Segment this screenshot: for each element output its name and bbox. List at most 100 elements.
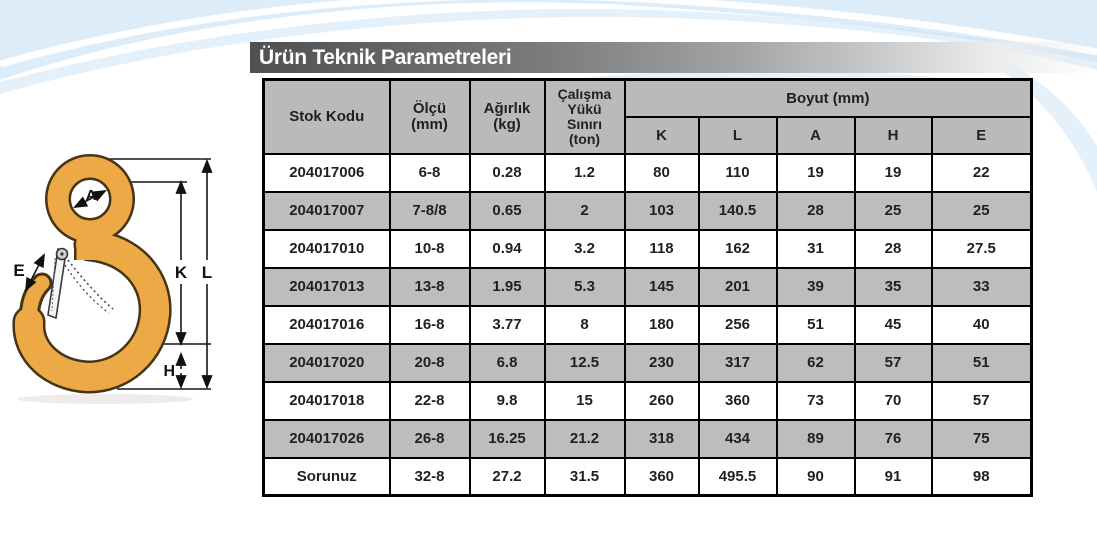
table-row: 204017018 22-8 9.8 15 260 360 73 70 57 (262, 380, 1033, 421)
header-olcu: Ölçü (mm) (388, 78, 471, 155)
table-row: 204017007 7-8/8 0.65 2 103 140.5 28 25 25 (262, 190, 1033, 231)
cell-a: 90 (775, 456, 856, 497)
header-dim-k: K (623, 115, 700, 155)
cell-k: 145 (623, 266, 700, 307)
cell-stok: 204017016 (262, 304, 391, 345)
table-row: 204017013 13-8 1.95 5.3 145 201 39 35 33 (262, 266, 1033, 307)
header-calisma-yuku-siniri: Çalışma Yükü Sınırı (ton) (543, 78, 626, 155)
cell-k: 360 (623, 456, 700, 497)
header-dim-h: H (853, 115, 933, 155)
cell-l: 110 (697, 152, 778, 193)
cell-stok: 204017020 (262, 342, 391, 383)
cell-a: 19 (775, 152, 856, 193)
cell-agirlik: 27.2 (468, 456, 546, 497)
cell-h: 57 (853, 342, 933, 383)
dim-l: L (201, 158, 213, 390)
cell-l: 256 (697, 304, 778, 345)
cell-a: 73 (775, 380, 856, 421)
cell-agirlik: 9.8 (468, 380, 546, 421)
hook-diagram: A E K L H (12, 154, 213, 404)
cell-k: 80 (623, 152, 700, 193)
dim-e: E (13, 253, 45, 292)
cell-cys: 5.3 (543, 266, 626, 307)
dim-label-e: E (13, 261, 24, 280)
dim-label-l: L (202, 263, 212, 282)
cell-e: 98 (930, 456, 1033, 497)
cell-k: 318 (623, 418, 700, 459)
cell-stok: 204017026 (262, 418, 391, 459)
cell-cys: 3.2 (543, 228, 626, 269)
cell-a: 31 (775, 228, 856, 269)
cell-e: 22 (930, 152, 1033, 193)
table-row: Sorunuz 32-8 27.2 31.5 360 495.5 90 91 98 (262, 456, 1033, 497)
cell-a: 62 (775, 342, 856, 383)
cell-olcu: 22-8 (388, 380, 471, 421)
cell-stok: Sorunuz (262, 456, 391, 497)
cell-agirlik: 1.95 (468, 266, 546, 307)
cell-l: 495.5 (697, 456, 778, 497)
dim-h: H (163, 351, 187, 390)
cell-k: 230 (623, 342, 700, 383)
cell-h: 25 (853, 190, 933, 231)
hook-body (12, 154, 172, 394)
cell-e: 57 (930, 380, 1033, 421)
cell-cys: 1.2 (543, 152, 626, 193)
cell-l: 434 (697, 418, 778, 459)
hook-shadow (17, 394, 193, 404)
table-row: 204017026 26-8 16.25 21.2 318 434 89 76 75 (262, 418, 1033, 459)
header-agirlik: Ağırlık (kg) (468, 78, 546, 155)
cell-e: 27.5 (930, 228, 1033, 269)
cell-agirlik: 0.28 (468, 152, 546, 193)
cell-h: 91 (853, 456, 933, 497)
cell-cys: 8 (543, 304, 626, 345)
cell-e: 25 (930, 190, 1033, 231)
table-row: 204017020 20-8 6.8 12.5 230 317 62 57 51 (262, 342, 1033, 383)
table-row: 204017010 10-8 0.94 3.2 118 162 31 28 27.5 (262, 228, 1033, 269)
cell-olcu: 16-8 (388, 304, 471, 345)
cell-cys: 15 (543, 380, 626, 421)
dim-label-a: A (86, 187, 97, 204)
cell-l: 140.5 (697, 190, 778, 231)
cell-stok: 204017006 (262, 152, 391, 193)
cell-l: 317 (697, 342, 778, 383)
cell-olcu: 32-8 (388, 456, 471, 497)
cell-agirlik: 0.94 (468, 228, 546, 269)
cell-stok: 204017010 (262, 228, 391, 269)
header-dim-l: L (697, 115, 778, 155)
cell-stok: 204017018 (262, 380, 391, 421)
cell-h: 70 (853, 380, 933, 421)
cell-h: 35 (853, 266, 933, 307)
cell-olcu: 20-8 (388, 342, 471, 383)
dim-label-h: H (163, 363, 175, 380)
cell-e: 75 (930, 418, 1033, 459)
cell-olcu: 7-8/8 (388, 190, 471, 231)
cell-olcu: 6-8 (388, 152, 471, 193)
cell-cys: 2 (543, 190, 626, 231)
cell-e: 33 (930, 266, 1033, 307)
cell-h: 28 (853, 228, 933, 269)
product-parameters-table: Stok Kodu Ölçü (mm) Ağırlık (kg) Çalışma… (262, 78, 1034, 497)
cell-l: 360 (697, 380, 778, 421)
cell-cys: 31.5 (543, 456, 626, 497)
cell-h: 45 (853, 304, 933, 345)
header-dim-a: A (775, 115, 856, 155)
table-row: 204017006 6-8 0.28 1.2 80 110 19 19 22 (262, 152, 1033, 193)
cell-a: 89 (775, 418, 856, 459)
cell-cys: 21.2 (543, 418, 626, 459)
header-boyut: Boyut (mm) (623, 78, 1033, 118)
header-dim-e: E (930, 115, 1033, 155)
cell-agirlik: 0.65 (468, 190, 546, 231)
cell-olcu: 10-8 (388, 228, 471, 269)
cell-olcu: 13-8 (388, 266, 471, 307)
cell-a: 28 (775, 190, 856, 231)
cell-k: 180 (623, 304, 700, 345)
page-title: Ürün Teknik Parametreleri (259, 45, 512, 69)
cell-h: 19 (853, 152, 933, 193)
hook-latch (47, 247, 114, 320)
cell-olcu: 26-8 (388, 418, 471, 459)
header-stok-kodu: Stok Kodu (262, 78, 391, 155)
dim-a: A (73, 187, 107, 208)
cell-e: 51 (930, 342, 1033, 383)
cell-agirlik: 6.8 (468, 342, 546, 383)
cell-h: 76 (853, 418, 933, 459)
